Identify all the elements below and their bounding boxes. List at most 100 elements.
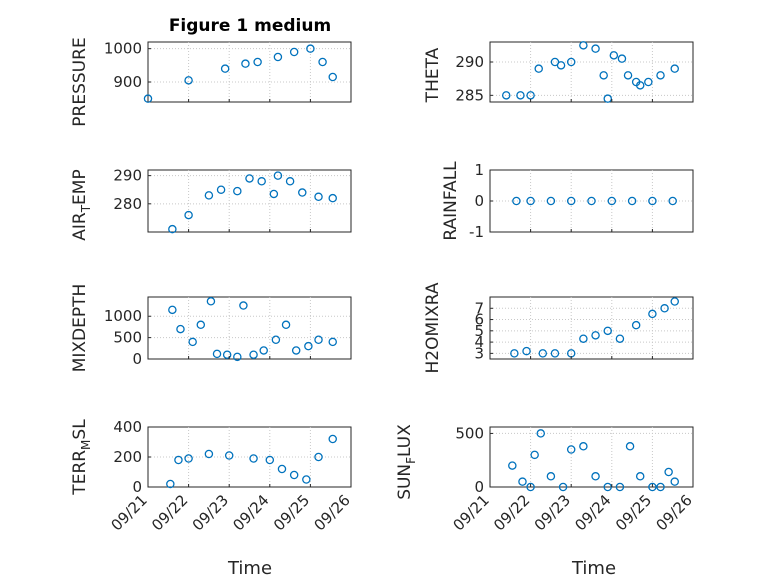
y-axis-label: TERRMSL — [70, 419, 93, 496]
y-tick-label: 5 — [474, 322, 484, 340]
y-label-subscript: M — [79, 440, 93, 450]
data-point — [204, 191, 214, 200]
data-point — [599, 71, 608, 80]
axes-frame — [147, 169, 352, 233]
data-markers — [510, 297, 679, 358]
data-markers — [166, 434, 337, 489]
y-ticks: 0 500 — [455, 424, 484, 496]
grid-lines — [148, 170, 351, 232]
data-point — [670, 64, 679, 73]
y-ticks: 0 200 400 — [113, 418, 142, 496]
y-tick-label: 4 — [474, 333, 484, 351]
data-point — [328, 434, 337, 444]
panel-rainfall: -1 0 1 RAINFALL — [441, 161, 694, 241]
data-point — [306, 44, 315, 53]
data-point — [257, 177, 266, 186]
y-axis-label: RAINFALL — [441, 161, 461, 241]
data-point — [631, 320, 641, 330]
data-point — [579, 334, 588, 343]
data-point — [224, 451, 234, 460]
data-point — [635, 81, 645, 90]
data-point — [184, 454, 193, 463]
x-axis-label: Time — [571, 558, 616, 579]
x-tick-label: 09/23 — [531, 491, 574, 534]
data-point — [530, 450, 539, 460]
y-tick-label: 400 — [113, 418, 142, 436]
data-point — [615, 334, 625, 343]
y-tick-label: 280 — [113, 195, 142, 213]
y-ticks: 280 290 — [113, 167, 142, 213]
data-point — [670, 297, 679, 306]
data-point — [670, 477, 679, 486]
data-point — [239, 301, 248, 310]
grid-lines — [490, 427, 693, 487]
data-point — [660, 304, 669, 313]
data-point — [609, 51, 619, 60]
y-ticks: 0 500 1000 — [104, 307, 142, 368]
data-point — [526, 196, 535, 206]
data-point — [212, 349, 222, 359]
data-point — [664, 467, 673, 477]
data-markers — [501, 41, 679, 103]
data-point — [249, 350, 258, 359]
data-markers — [168, 171, 337, 234]
data-point — [648, 309, 657, 319]
y-tick-label: -1 — [469, 223, 484, 241]
axes-frame — [489, 296, 694, 360]
data-point — [168, 305, 177, 315]
figure-title: Figure 1 medium — [169, 16, 331, 36]
data-point — [534, 64, 543, 73]
data-point — [566, 57, 576, 67]
y-tick-label: 0 — [474, 478, 484, 496]
data-point — [546, 472, 556, 481]
data-point — [512, 196, 521, 206]
data-point — [216, 185, 226, 194]
data-point — [591, 44, 600, 53]
y-tick-label: 1000 — [104, 40, 142, 58]
y-tick-label: 285 — [455, 86, 484, 104]
y-axis-label: MIXDEPTH — [70, 284, 90, 373]
data-point — [566, 196, 576, 206]
data-point — [625, 442, 635, 451]
data-point — [615, 482, 625, 492]
y-ticks: -1 0 1 — [469, 161, 484, 241]
data-point — [508, 461, 517, 470]
data-point — [245, 174, 254, 183]
y-label-subscript: F — [404, 457, 418, 464]
data-point — [516, 91, 525, 100]
y-tick-label: 290 — [455, 53, 484, 71]
y-axis-label: PRESSURE — [70, 37, 90, 126]
data-point — [603, 94, 612, 103]
data-point — [289, 47, 299, 57]
data-point — [644, 77, 653, 87]
data-point — [546, 196, 556, 206]
data-point — [220, 64, 230, 73]
y-ticks: 900 1000 — [104, 40, 142, 91]
data-point — [174, 455, 183, 465]
data-point — [269, 189, 279, 199]
panel-mixdepth: 0 500 1000 MIXDEPTH — [70, 284, 352, 373]
data-point — [591, 472, 600, 481]
data-point — [526, 91, 535, 100]
data-point — [607, 196, 617, 206]
axes-frame — [147, 296, 352, 360]
data-point — [668, 196, 677, 206]
y-tick-label: 500 — [113, 329, 142, 347]
data-point — [558, 482, 568, 492]
y-axis-label: THETA — [423, 47, 443, 103]
data-point — [587, 196, 596, 206]
panel-theta: 285 290 THETA — [423, 41, 694, 104]
data-point — [328, 337, 337, 347]
data-point — [184, 76, 193, 85]
y-tick-label: 7 — [474, 299, 484, 317]
data-point — [566, 445, 576, 454]
data-point — [265, 455, 275, 465]
data-markers — [512, 196, 677, 206]
data-point — [579, 442, 588, 451]
y-label-subscript: T — [79, 204, 93, 213]
x-tick-label: 09/25 — [270, 491, 313, 534]
data-point — [314, 192, 323, 202]
